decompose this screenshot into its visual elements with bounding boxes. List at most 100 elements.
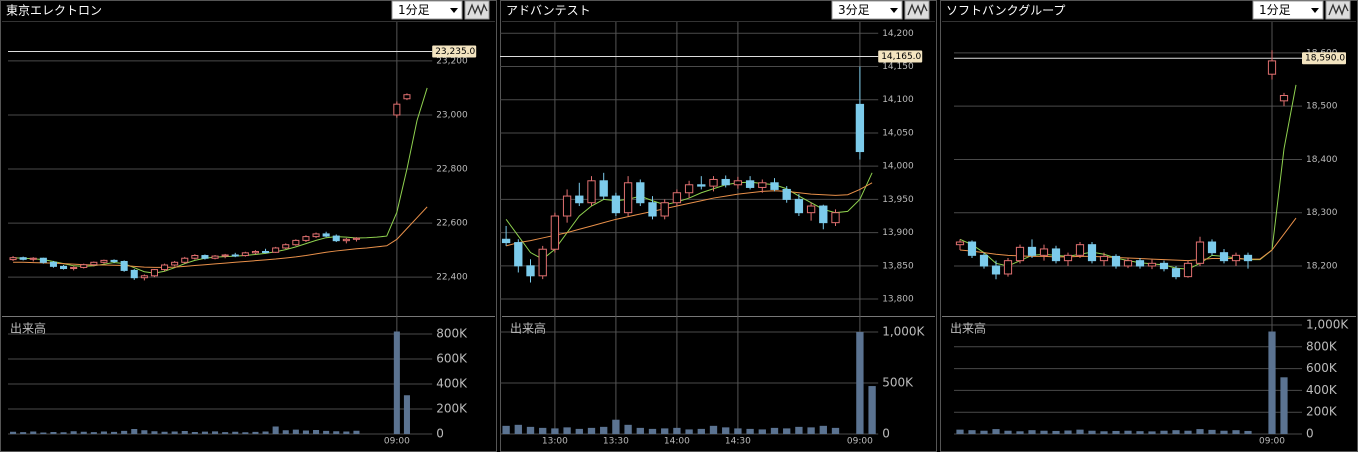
volume-bar — [1268, 331, 1276, 434]
chart-type-button[interactable] — [1325, 0, 1351, 20]
candle-body — [562, 195, 572, 217]
moving-average — [505, 182, 873, 247]
volume-bar — [1184, 430, 1192, 434]
volume-bar — [563, 427, 571, 434]
volume-bar — [526, 426, 535, 434]
volume-bar — [1196, 429, 1204, 434]
volume-bar — [1040, 430, 1048, 434]
chart-type-button[interactable] — [464, 0, 490, 20]
y-tick-label: 23,200 — [436, 56, 468, 66]
volume-bar — [50, 432, 57, 434]
candle-body — [721, 178, 730, 186]
candle-body — [758, 182, 767, 188]
volume-bar — [1112, 430, 1120, 434]
select-value[interactable]: 1分足 — [398, 3, 430, 17]
candle-body — [587, 180, 596, 204]
panel: アドバンテスト 3分足 13,800 13,850 13,900 13,950 14,000… — [500, 0, 937, 452]
volume-bar — [1052, 430, 1060, 434]
dropdown-arrow[interactable] — [450, 8, 458, 13]
candle-body — [831, 212, 840, 224]
select-value[interactable]: 1分足 — [1259, 3, 1291, 17]
volume-bar — [343, 431, 350, 434]
chart-type-icon[interactable] — [467, 3, 488, 16]
panel-title: 東京エレクトロン — [6, 4, 102, 18]
candle-body — [231, 254, 239, 257]
price-tag — [1302, 52, 1346, 65]
candle-body — [672, 192, 682, 204]
candle-body — [1171, 268, 1181, 278]
volume-bar — [181, 431, 188, 434]
volume-bar — [151, 431, 158, 434]
dropdown-arrow[interactable] — [890, 8, 898, 13]
volume-bar — [1220, 430, 1228, 434]
volume-bar — [770, 427, 779, 434]
volume-bar — [1064, 430, 1072, 434]
volume-bar — [722, 427, 730, 434]
candle-body — [19, 257, 27, 260]
candle-body — [611, 195, 621, 214]
volume-bar — [242, 432, 249, 434]
candle-body — [1159, 262, 1169, 270]
y-tick-label: 13,900 — [882, 228, 914, 238]
candle-body — [100, 259, 108, 263]
candle-body — [526, 265, 535, 277]
volume-bar — [734, 428, 742, 434]
volume-bar — [514, 424, 522, 434]
select-value[interactable]: 3分足 — [838, 3, 870, 17]
candle-body — [90, 261, 98, 266]
volume-bar — [141, 430, 148, 434]
candle-body — [1039, 248, 1049, 256]
interval-select[interactable]: 1分足 — [391, 0, 463, 20]
chart-type-icon[interactable] — [907, 3, 928, 16]
volume-bar — [968, 430, 976, 434]
volume-bar — [673, 427, 681, 434]
candle-body — [1147, 262, 1157, 267]
candle-body — [550, 215, 560, 250]
volume-bar — [1100, 431, 1108, 434]
volume-bar — [232, 431, 239, 434]
interval-select[interactable]: 1分足 — [1252, 0, 1324, 20]
candle-body — [352, 237, 360, 240]
candle-body — [991, 265, 1001, 275]
y-tick-label: 22,800 — [436, 165, 468, 175]
candle-body — [1279, 95, 1289, 102]
dropdown-arrow[interactable] — [1311, 8, 1319, 13]
volume-bar — [323, 430, 330, 434]
volume-bar — [403, 395, 410, 434]
price-tag — [878, 50, 923, 63]
volume-bar — [1280, 377, 1288, 434]
volume-bar — [612, 419, 620, 434]
volume-bar — [956, 429, 964, 434]
select-box[interactable] — [831, 0, 903, 20]
volume-bar — [111, 431, 118, 434]
volume-tick-label: 200K — [1306, 405, 1338, 419]
chart-type-button[interactable] — [904, 0, 930, 20]
volume-bar — [191, 432, 198, 434]
volume-tick-label: 0 — [882, 427, 890, 441]
volume-bar — [222, 432, 229, 434]
volume-bar — [10, 431, 17, 434]
volume-bar — [313, 430, 320, 434]
select-box[interactable] — [1252, 0, 1324, 20]
volume-tick-label: 600K — [1306, 361, 1338, 375]
candle-body — [1003, 260, 1013, 275]
candle-body — [684, 184, 694, 194]
candle-body — [855, 103, 865, 153]
volume-bar — [1004, 430, 1012, 434]
interval-select[interactable]: 3分足 — [831, 0, 903, 20]
candle-body — [342, 238, 350, 242]
volume-bar — [856, 331, 864, 434]
volume-bar — [831, 427, 840, 434]
volume-bar — [201, 431, 208, 434]
select-box[interactable] — [391, 0, 463, 20]
candle-body — [979, 254, 989, 267]
volume-bar — [697, 428, 705, 434]
chart-type-icon[interactable] — [1328, 3, 1349, 16]
volume-label: 出来高 — [510, 321, 546, 336]
volume-bar — [539, 427, 547, 434]
candle-body — [782, 188, 791, 200]
candle-body — [322, 233, 330, 237]
volume-bar — [807, 427, 815, 434]
volume-bar — [292, 429, 299, 434]
volume-tick-label: 0 — [436, 427, 444, 441]
